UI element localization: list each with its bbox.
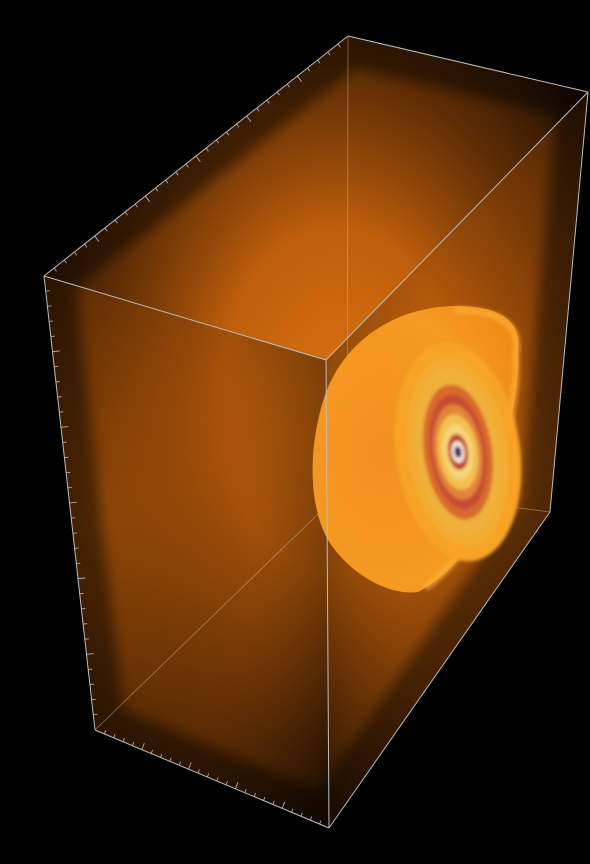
tick-mark xyxy=(169,757,172,762)
tick-mark xyxy=(281,801,286,809)
tick-mark xyxy=(160,753,163,758)
tick-mark xyxy=(309,816,313,821)
tick-mark xyxy=(103,730,107,735)
tick-mark xyxy=(244,788,247,793)
tick-mark xyxy=(297,75,302,83)
tick-mark xyxy=(104,227,108,232)
tick-mark xyxy=(178,761,182,766)
tick-mark xyxy=(195,155,201,162)
tick-mark xyxy=(63,259,67,264)
tick-mark xyxy=(300,812,303,817)
tick-mark xyxy=(53,267,57,272)
tick-mark xyxy=(225,781,228,786)
tick-mark xyxy=(134,203,138,208)
tick-mark xyxy=(185,163,189,168)
tick-mark xyxy=(206,773,210,778)
shell-rings xyxy=(394,342,522,562)
tick-mark xyxy=(77,577,86,580)
hemisphere-shell xyxy=(312,305,522,593)
tick-mark xyxy=(141,742,145,750)
tick-mark xyxy=(60,426,69,428)
tick-mark xyxy=(145,195,150,202)
tick-mark xyxy=(317,59,321,64)
tick-mark xyxy=(253,792,256,797)
tick-mark xyxy=(256,107,260,112)
tick-mark xyxy=(165,179,169,184)
tick-mark xyxy=(188,762,192,770)
tick-mark xyxy=(276,91,280,96)
tick-mark xyxy=(307,67,311,72)
tick-mark xyxy=(86,653,94,655)
tick-mark xyxy=(286,83,290,88)
tick-mark xyxy=(52,350,60,353)
tick-mark xyxy=(235,782,239,789)
tick-mark xyxy=(94,235,100,242)
tick-mark xyxy=(84,243,88,248)
tick-mark xyxy=(327,51,331,56)
tick-mark xyxy=(319,820,322,825)
tick-mark xyxy=(114,219,118,224)
tick-mark xyxy=(113,734,116,738)
tick-mark xyxy=(216,777,219,782)
tick-mark xyxy=(266,99,270,104)
tick-mark xyxy=(150,749,153,754)
tick-marks xyxy=(45,43,341,825)
tick-mark xyxy=(74,251,78,256)
tick-mark xyxy=(132,741,135,746)
tick-mark xyxy=(236,123,240,128)
tick-mark xyxy=(337,43,341,48)
tick-mark xyxy=(155,187,159,192)
tick-mark xyxy=(205,147,209,152)
tick-mark xyxy=(263,796,266,801)
tick-mark xyxy=(69,501,77,504)
tick-mark xyxy=(197,769,200,774)
tick-mark xyxy=(124,211,128,216)
tick-mark xyxy=(215,139,219,144)
tick-mark xyxy=(226,131,230,136)
tick-mark xyxy=(175,171,179,176)
tick-mark xyxy=(122,738,125,742)
tick-mark xyxy=(272,800,275,805)
tick-mark xyxy=(291,808,294,813)
tick-mark xyxy=(246,115,252,123)
